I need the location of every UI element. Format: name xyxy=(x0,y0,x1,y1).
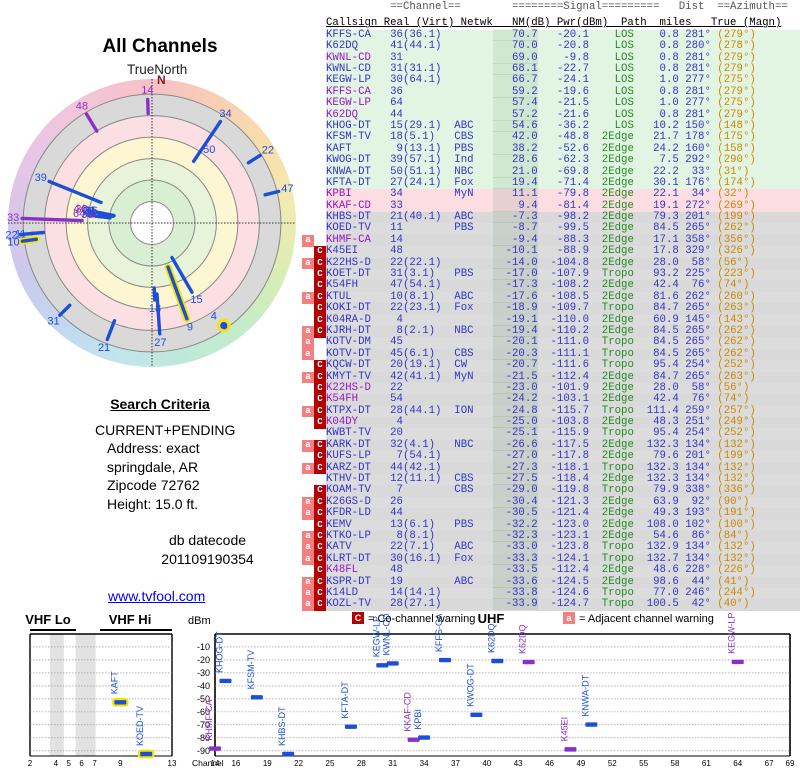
svg-text:-20: -20 xyxy=(197,655,210,665)
svg-text:67: 67 xyxy=(765,759,774,768)
svg-text:KEGW-LP: KEGW-LP xyxy=(727,613,737,654)
svg-text:52: 52 xyxy=(608,759,617,768)
svg-text:KWOG-DT: KWOG-DT xyxy=(465,663,475,707)
svg-text:K62DQ: K62DQ xyxy=(486,623,496,653)
svg-text:22: 22 xyxy=(294,759,303,768)
svg-text:27: 27 xyxy=(154,337,166,349)
svg-text:KKAF-CD: KKAF-CD xyxy=(403,692,413,732)
svg-text:61: 61 xyxy=(702,759,711,768)
svg-text:9: 9 xyxy=(187,321,193,333)
svg-text:VHF Hi: VHF Hi xyxy=(109,612,152,627)
svg-text:43: 43 xyxy=(514,759,523,768)
svg-text:-30: -30 xyxy=(197,668,210,678)
svg-text:KNWA-DT: KNWA-DT xyxy=(580,674,590,716)
svg-text:69: 69 xyxy=(786,759,795,768)
svg-text:4: 4 xyxy=(54,759,59,768)
svg-text:9: 9 xyxy=(118,759,123,768)
svg-text:49: 49 xyxy=(576,759,585,768)
svg-text:K45EI: K45EI xyxy=(559,717,569,742)
svg-text:37: 37 xyxy=(451,759,460,768)
svg-text:KHOG-DT: KHOG-DT xyxy=(214,631,224,673)
svg-text:10: 10 xyxy=(7,236,19,248)
svg-text:16: 16 xyxy=(231,759,240,768)
svg-text:48: 48 xyxy=(76,100,88,112)
svg-text:7: 7 xyxy=(92,759,97,768)
svg-text:KHBS-DT: KHBS-DT xyxy=(277,706,287,746)
svg-text:KFTA-DT: KFTA-DT xyxy=(340,681,350,719)
svg-text:6: 6 xyxy=(79,759,84,768)
svg-text:UHF: UHF xyxy=(478,611,505,626)
svg-text:C: C xyxy=(355,613,362,623)
svg-text:28: 28 xyxy=(357,759,366,768)
svg-text:40: 40 xyxy=(482,759,491,768)
svg-text:= Adjacent channel warning: = Adjacent channel warning xyxy=(579,613,714,625)
svg-text:50: 50 xyxy=(203,144,215,156)
svg-text:KFSM-TV: KFSM-TV xyxy=(246,650,256,690)
svg-text:15: 15 xyxy=(190,294,202,306)
svg-text:5: 5 xyxy=(67,759,72,768)
svg-text:31: 31 xyxy=(388,759,397,768)
svg-text:34: 34 xyxy=(219,108,231,120)
svg-text:KAFT: KAFT xyxy=(109,671,119,695)
svg-text:KPBI: KPBI xyxy=(413,709,423,730)
svg-text:KOED-TV: KOED-TV xyxy=(135,706,145,746)
svg-text:dBm: dBm xyxy=(188,615,211,627)
svg-text:-90: -90 xyxy=(197,746,210,756)
svg-text:14: 14 xyxy=(211,759,220,768)
svg-text:22: 22 xyxy=(262,145,274,157)
svg-text:36: 36 xyxy=(85,205,97,217)
svg-text:14: 14 xyxy=(141,84,153,96)
svg-text:33: 33 xyxy=(7,212,19,224)
svg-text:VHF Lo: VHF Lo xyxy=(25,612,71,627)
svg-text:13: 13 xyxy=(168,759,177,768)
svg-text:46: 46 xyxy=(545,759,554,768)
svg-text:-40: -40 xyxy=(197,681,210,691)
svg-text:39: 39 xyxy=(35,172,47,184)
svg-text:4: 4 xyxy=(211,311,217,323)
svg-text:19: 19 xyxy=(263,759,272,768)
svg-text:47: 47 xyxy=(281,183,293,195)
svg-text:-10: -10 xyxy=(197,642,210,652)
svg-text:34: 34 xyxy=(420,759,429,768)
svg-text:31: 31 xyxy=(47,316,59,328)
svg-text:= Co-channel warning: = Co-channel warning xyxy=(368,613,475,625)
svg-text:K62DQ: K62DQ xyxy=(518,625,528,655)
svg-text:58: 58 xyxy=(671,759,680,768)
svg-text:21: 21 xyxy=(98,342,110,354)
svg-text:64: 64 xyxy=(733,759,742,768)
svg-text:25: 25 xyxy=(326,759,335,768)
svg-text:2: 2 xyxy=(28,759,33,768)
svg-text:55: 55 xyxy=(639,759,648,768)
svg-text:KHMF-CA: KHMF-CA xyxy=(204,700,214,741)
